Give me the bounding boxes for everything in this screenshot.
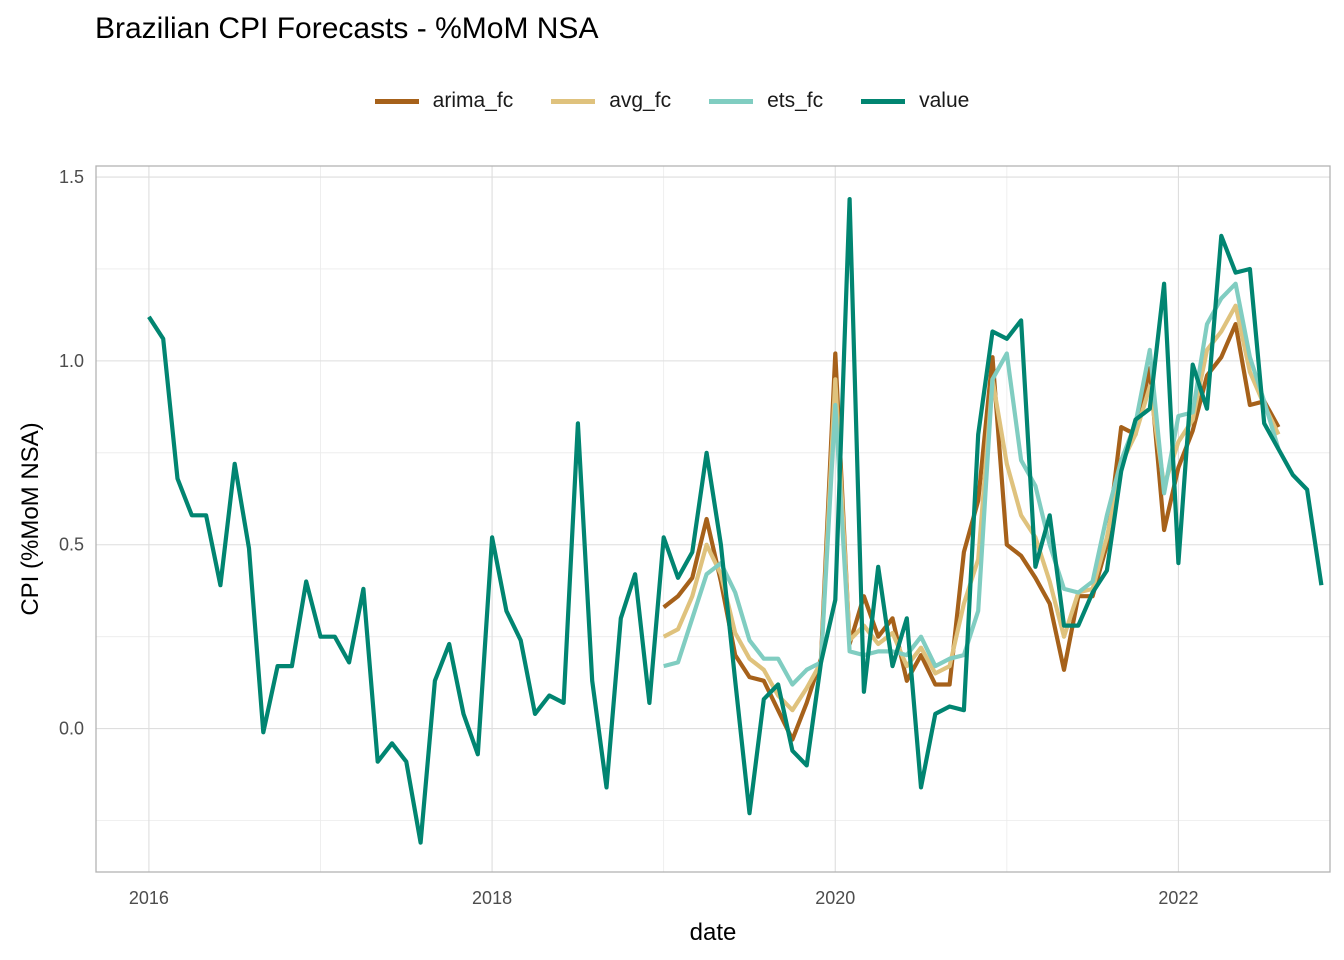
- legend-label-arima-fc: arima_fc: [432, 89, 514, 112]
- legend-item-ets-fc: ets_fc: [709, 89, 823, 113]
- x-tick-label: 2022: [1158, 888, 1198, 908]
- x-tick-label: 2016: [129, 888, 169, 908]
- legend-item-avg-fc: avg_fc: [551, 89, 671, 113]
- y-tick-label: 1.5: [59, 167, 84, 187]
- tick-labels: 0.0 0.5 1.0 1.5 2016 2018 2020 2022: [59, 167, 1198, 908]
- y-tick-label: 1.0: [59, 351, 84, 371]
- panel-border: [95, 165, 1331, 873]
- legend: arima_fc avg_fc ets_fc value: [0, 86, 1344, 116]
- series-lines: [147, 197, 1324, 845]
- legend-key-value: [861, 98, 906, 104]
- x-tick-label: 2018: [472, 888, 512, 908]
- legend-key-arima-fc: [374, 98, 419, 104]
- legend-label-ets-fc: ets_fc: [767, 89, 824, 112]
- x-tick-label: 2020: [815, 888, 855, 908]
- legend-item-value: value: [861, 89, 969, 113]
- chart-title: Brazilian CPI Forecasts - %MoM NSA: [95, 12, 599, 45]
- legend-label-avg-fc: avg_fc: [609, 89, 672, 112]
- legend-item-arima-fc: arima_fc: [374, 89, 514, 113]
- legend-key-ets-fc: [709, 98, 754, 104]
- y-tick-label: 0.5: [59, 535, 84, 555]
- legend-label-value: value: [919, 89, 970, 112]
- legend-key-avg-fc: [551, 98, 596, 104]
- series-line-value: [147, 197, 1324, 845]
- series-line-ets-fc: [663, 281, 1281, 687]
- y-tick-label: 0.0: [59, 719, 84, 739]
- y-axis-title: CPI (%MoM NSA): [17, 422, 44, 615]
- grid: [96, 166, 1330, 872]
- x-axis-title: date: [690, 919, 737, 946]
